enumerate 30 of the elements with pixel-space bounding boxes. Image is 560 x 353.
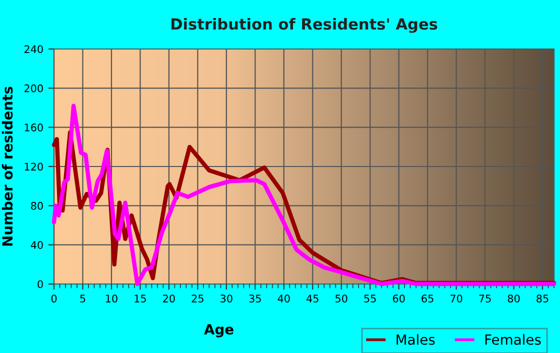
y-tick-label: 40 bbox=[30, 241, 43, 249]
x-axis-title: Age bbox=[204, 324, 234, 338]
x-tick-label: 65 bbox=[422, 294, 434, 302]
y-tick-label: 120 bbox=[24, 162, 43, 171]
x-tick-label: 55 bbox=[364, 294, 376, 302]
x-tick-label: 40 bbox=[278, 294, 290, 302]
x-tick-label: 75 bbox=[479, 294, 491, 302]
x-tick-label: 60 bbox=[392, 294, 405, 302]
x-tick-label: 30 bbox=[220, 294, 232, 302]
y-tick-label: 160 bbox=[24, 124, 43, 132]
legend-label: Females bbox=[485, 334, 541, 345]
x-tick-label: 45 bbox=[306, 294, 318, 302]
x-tick-label: 70 bbox=[450, 294, 462, 302]
x-tick-label: 85 bbox=[536, 294, 548, 302]
y-tick-label: 80 bbox=[31, 202, 43, 210]
y-tick-label: 200 bbox=[24, 84, 43, 92]
x-tick-label: 80 bbox=[508, 294, 520, 302]
x-tick-label: 5 bbox=[80, 294, 86, 302]
legend-label: Males bbox=[396, 334, 435, 345]
y-tick-label: 240 bbox=[24, 45, 43, 54]
x-tick-label: 20 bbox=[163, 294, 175, 302]
y-tick-label: 0 bbox=[38, 280, 43, 288]
x-tick-label: 35 bbox=[249, 294, 261, 302]
x-tick-label: 10 bbox=[106, 294, 118, 302]
x-tick-label: 0 bbox=[51, 294, 57, 302]
y-axis-title: Number of residents bbox=[2, 86, 13, 246]
x-tick-label: 50 bbox=[336, 294, 348, 302]
x-tick-label: 25 bbox=[192, 294, 204, 302]
x-tick-label: 15 bbox=[134, 294, 146, 302]
chart-title: Distribution of Residents' Ages bbox=[171, 18, 438, 33]
